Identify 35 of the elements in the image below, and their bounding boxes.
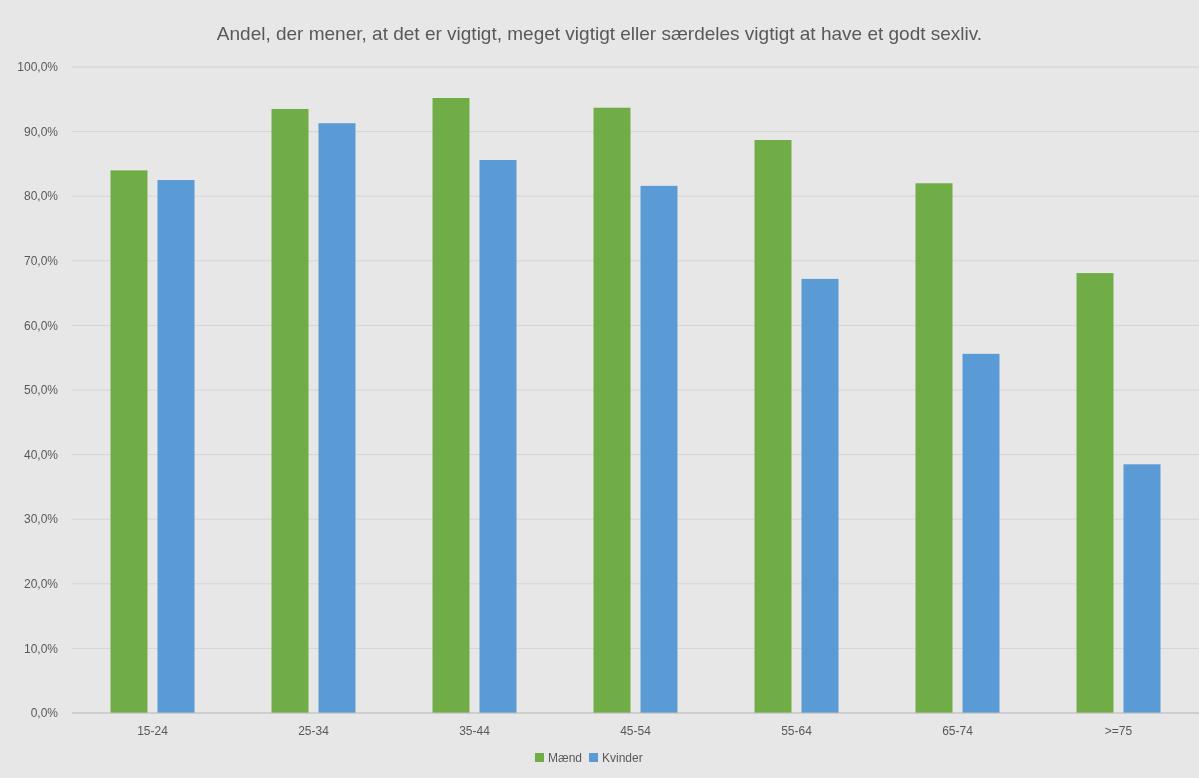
bar (754, 140, 792, 713)
bar (271, 108, 309, 713)
x-tick-label: 45-54 (620, 724, 652, 738)
bar (318, 123, 356, 713)
y-tick-label: 10,0% (23, 641, 59, 656)
x-tick-label: 15-24 (137, 724, 169, 738)
chart-title: Andel, der mener, at det er vigtigt, meget vigtigt eller særdeles vigtigt at have et godt sexliv. (216, 23, 983, 44)
y-tick-label: 80,0% (23, 189, 59, 204)
x-tick-label: >=75 (1104, 724, 1133, 738)
bar (157, 180, 195, 713)
y-tick-label: 0,0% (30, 706, 59, 721)
bar (1123, 464, 1161, 713)
y-tick-label: 50,0% (23, 383, 59, 398)
x-tick-label: 35-44 (459, 724, 491, 738)
y-tick-label: 70,0% (23, 254, 59, 268)
y-tick-label: 100,0% (17, 60, 59, 75)
bar (640, 185, 678, 713)
y-tick-label: 90,0% (23, 124, 59, 139)
y-tick-label: 40,0% (23, 447, 59, 462)
legend-label: Mænd (548, 751, 583, 765)
y-tick-label: 20,0% (23, 577, 59, 591)
bar (432, 98, 470, 713)
y-tick-label: 30,0% (23, 512, 59, 527)
legend-label: Kvinder (602, 751, 643, 765)
y-tick-label: 60,0% (23, 318, 59, 333)
bar (915, 183, 953, 713)
x-tick-label: 25-34 (298, 724, 330, 738)
bar (479, 160, 517, 713)
bar (593, 107, 631, 713)
x-tick-label: 65-74 (942, 724, 974, 738)
bar (110, 170, 148, 713)
bar (1076, 273, 1114, 713)
bar (962, 353, 1000, 713)
x-tick-label: 55-64 (781, 724, 813, 738)
bar (801, 278, 839, 713)
